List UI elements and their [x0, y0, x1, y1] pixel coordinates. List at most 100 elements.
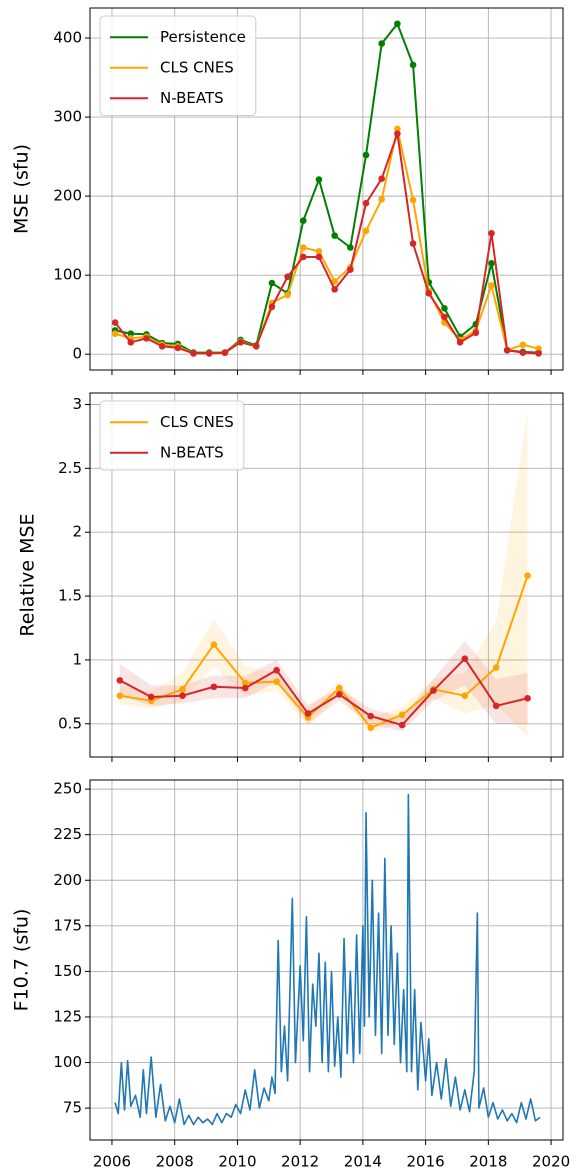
marker [252, 342, 260, 350]
y-tick-label: 3 [72, 395, 82, 413]
marker [430, 687, 437, 694]
marker [362, 151, 370, 159]
marker [441, 313, 448, 321]
y-tick-label: 1 [72, 650, 82, 668]
marker [331, 278, 338, 285]
series-line [114, 127, 539, 355]
marker [519, 349, 527, 356]
marker [127, 330, 135, 337]
marker [456, 339, 464, 346]
marker [492, 702, 500, 710]
legend-label: CLS CNES [160, 58, 234, 76]
legend-label: N-BEATS [160, 443, 224, 461]
y-tick-label: 75 [63, 1099, 82, 1117]
marker [378, 40, 386, 47]
marker [111, 319, 119, 326]
y-tick-label: 125 [53, 1007, 82, 1025]
marker [503, 346, 511, 354]
marker [127, 339, 135, 346]
series-line [114, 132, 539, 355]
marker [304, 710, 312, 717]
marker [409, 240, 417, 247]
x-tick-label: 2012 [281, 1153, 319, 1171]
axes-frame [89, 392, 564, 758]
marker [535, 345, 542, 352]
marker [143, 335, 150, 342]
marker [472, 329, 480, 337]
marker [158, 342, 166, 350]
legend-box [99, 15, 257, 116]
x-tick-label: 2006 [93, 1153, 131, 1171]
marker [331, 286, 338, 293]
y-tick-label: 200 [53, 871, 82, 889]
marker [268, 279, 276, 287]
marker [492, 664, 500, 671]
marker [237, 339, 244, 346]
marker [394, 20, 401, 28]
marker [336, 691, 343, 698]
marker [241, 684, 249, 692]
marker [273, 678, 280, 685]
y-axis-label: MSE (sfu) [11, 144, 33, 234]
marker [336, 684, 343, 692]
marker [409, 196, 417, 204]
marker [524, 694, 531, 702]
y-tick-label: 400 [53, 29, 82, 47]
marker [367, 712, 375, 720]
y-tick-label: 0 [72, 345, 82, 363]
x-tick-label: 2010 [218, 1153, 256, 1171]
y-tick-label: 0.5 [58, 714, 82, 732]
axes-frame [89, 7, 564, 371]
series-line [119, 657, 528, 727]
marker [299, 217, 307, 224]
y-tick-label: 2 [72, 523, 82, 541]
marker [190, 350, 197, 357]
marker [331, 232, 338, 239]
x-tick-label: 2008 [156, 1153, 194, 1171]
marker [441, 305, 448, 312]
marker [425, 290, 433, 297]
y-tick-label: 100 [53, 1053, 82, 1071]
marker [273, 666, 280, 674]
marker [299, 253, 307, 261]
y-tick-label: 2.5 [58, 459, 82, 477]
marker [147, 693, 155, 701]
error-band [119, 640, 528, 732]
panel: 0 100 200 300 400 MSE (sfu) Persistence CLS CNE… [11, 7, 564, 375]
marker [241, 679, 249, 687]
marker [535, 350, 542, 357]
y-tick-label: 200 [53, 187, 82, 205]
marker [394, 130, 401, 137]
y-tick-label: 100 [53, 266, 82, 284]
marker [299, 244, 307, 251]
legend-label: N-BEATS [160, 89, 224, 107]
marker [409, 61, 417, 69]
marker [461, 655, 469, 662]
legend: Persistence CLS CNES N-BEATS [99, 15, 257, 116]
series-line [119, 575, 529, 729]
marker [378, 195, 386, 203]
marker [378, 175, 386, 183]
legend-label: Persistence [160, 28, 246, 46]
marker [315, 176, 323, 183]
x-tick-label: 2014 [344, 1153, 382, 1171]
legend: CLS CNES N-BEATS [99, 400, 245, 471]
marker [461, 692, 469, 699]
marker [398, 711, 406, 719]
marker [210, 683, 218, 691]
y-tick-label: 300 [53, 108, 82, 126]
marker [174, 344, 182, 352]
marker [284, 291, 291, 299]
x-tick-label: 2020 [532, 1153, 570, 1171]
x-tick-label: 2018 [469, 1153, 507, 1171]
y-axis-label: Relative MSE [17, 513, 39, 636]
marker [315, 253, 323, 261]
marker [111, 330, 119, 337]
marker [488, 259, 495, 267]
series-line [114, 793, 541, 1126]
marker [362, 199, 370, 207]
marker [519, 341, 527, 349]
marker [205, 350, 213, 357]
marker [179, 692, 186, 699]
marker [394, 125, 401, 133]
